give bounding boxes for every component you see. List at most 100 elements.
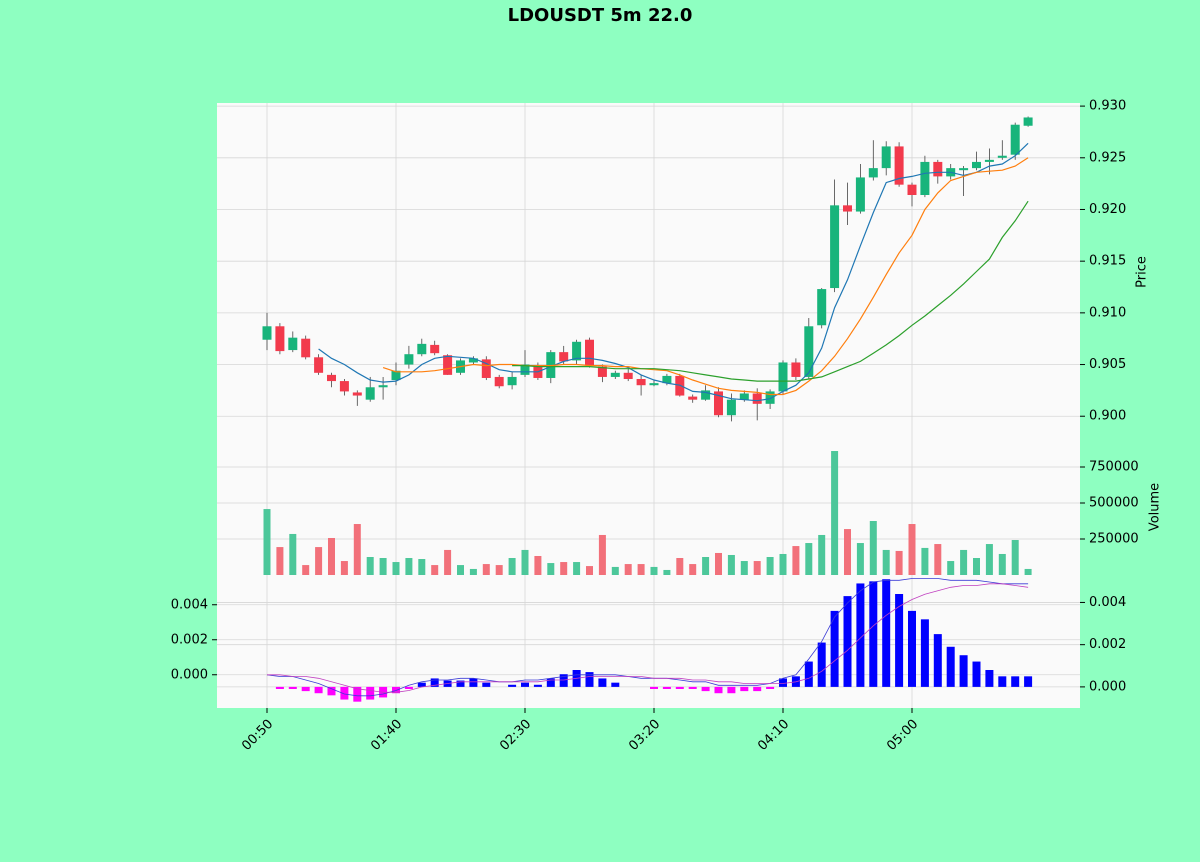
volume-bar	[534, 555, 542, 575]
macd-histogram-bar	[301, 686, 310, 692]
volume-bar	[998, 553, 1006, 575]
macd-histogram-bar	[701, 686, 710, 692]
candle-body	[636, 379, 646, 386]
volume-bar	[392, 562, 400, 575]
macd-histogram-bar	[779, 678, 787, 687]
macd-histogram-bar	[404, 686, 413, 689]
macd-histogram-bar	[288, 686, 297, 689]
candle-body	[443, 355, 453, 375]
volume-bar	[263, 509, 271, 575]
macd-histogram-bar	[843, 596, 852, 687]
candle-body	[623, 372, 633, 380]
candle-body	[572, 341, 582, 361]
candle-body	[1010, 124, 1020, 155]
macd-histogram-bar	[366, 686, 375, 700]
macd-histogram-bar	[972, 661, 981, 687]
volume-bar	[328, 537, 335, 575]
macd-histogram-bar	[456, 680, 465, 687]
x-tick-label: 02:30	[497, 717, 534, 754]
candle-body	[662, 375, 672, 384]
volume-bar	[521, 549, 529, 575]
volume-bar	[418, 559, 426, 575]
volume-bar	[611, 566, 619, 575]
volume-bar	[973, 558, 980, 575]
candle-body	[933, 161, 943, 177]
candle-body	[1023, 117, 1033, 126]
candle-body	[275, 326, 285, 352]
candle-body	[997, 155, 1007, 158]
macd-histogram-bar	[1011, 676, 1020, 687]
volume-bar	[947, 561, 955, 575]
y-tick-label: 0.930	[1089, 99, 1126, 114]
macd-histogram-bar	[521, 682, 529, 687]
candle-body	[378, 385, 388, 388]
y-tick-label: 0.000	[171, 667, 208, 682]
volume-bar	[457, 565, 464, 575]
y-tick-label: 250000	[1089, 532, 1139, 547]
candle-body	[327, 374, 336, 382]
macd-histogram-bar	[275, 686, 284, 689]
macd-histogram-bar	[804, 661, 813, 687]
y-tick-label: 0.905	[1089, 357, 1126, 372]
x-tick-label: 00:50	[239, 717, 276, 754]
macd-histogram-bar	[766, 686, 775, 689]
marks	[262, 116, 1033, 702]
candle-body	[481, 359, 491, 378]
candle-body	[984, 159, 994, 162]
macd-histogram-bar	[869, 581, 878, 687]
y-tick-label: 750000	[1089, 460, 1139, 475]
candle-body	[649, 383, 659, 386]
macd-histogram-bar	[662, 686, 671, 689]
volume-bar	[856, 543, 864, 575]
volume-bar	[405, 558, 413, 575]
candle-body	[404, 354, 414, 365]
y-tick-label: 0.002	[1089, 637, 1126, 652]
volume-bar	[740, 561, 748, 575]
candle-body	[468, 358, 478, 363]
candle-body	[494, 376, 504, 387]
volume-bar	[379, 558, 387, 575]
volume-bar	[985, 544, 993, 575]
candle-body	[417, 343, 427, 355]
candle-body	[597, 366, 607, 377]
volume-bar	[366, 557, 374, 575]
x-tick-label: 01:40	[368, 717, 405, 754]
y-axis-label: Price	[1135, 256, 1150, 288]
volume-bar	[792, 546, 800, 575]
candle-body	[972, 161, 981, 169]
macd-histogram-bar	[933, 634, 942, 687]
candle-body	[752, 393, 762, 404]
volume-bar	[353, 524, 361, 575]
volume-bar	[882, 549, 890, 575]
volume-bar	[1011, 540, 1019, 575]
candle-body	[907, 184, 917, 196]
volume-bar	[586, 566, 593, 575]
macd-histogram-bar	[327, 686, 336, 696]
macd-histogram-bar	[830, 610, 839, 687]
candle-body	[430, 344, 440, 354]
volume-bar	[895, 550, 903, 575]
grid	[217, 103, 1080, 708]
macd-histogram-bar	[340, 686, 349, 700]
y-tick-label: 0.004	[171, 597, 208, 612]
candle-body	[314, 357, 324, 373]
macd-line	[267, 583, 1029, 693]
volume-bar	[676, 558, 684, 575]
moving-average-line	[318, 142, 1029, 402]
volume-bar	[482, 564, 490, 575]
macd-histogram-bar	[650, 686, 658, 689]
volume-bar	[753, 561, 761, 575]
macd-histogram-bar	[675, 686, 684, 689]
volume-bar	[469, 568, 477, 575]
plot-area	[217, 103, 1080, 708]
volume-bar	[715, 552, 722, 575]
macd-histogram-bar	[727, 686, 736, 694]
volume-bar	[624, 564, 632, 575]
macd-histogram-bar	[908, 610, 916, 687]
macd-histogram-bar	[533, 684, 542, 687]
y-tick-label: 0.915	[1089, 254, 1126, 269]
volume-bar	[547, 563, 555, 575]
macd-histogram-bar	[559, 674, 568, 687]
candle-body	[339, 381, 349, 392]
